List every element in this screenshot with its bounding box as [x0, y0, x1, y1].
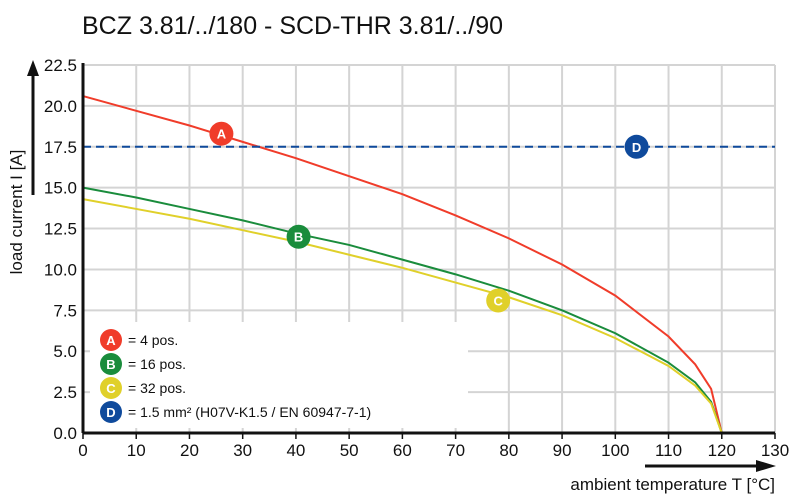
x-tick-label: 50	[340, 441, 359, 460]
x-tick-label: 120	[708, 441, 736, 460]
legend-badge-D	[100, 401, 122, 423]
x-tick-label: 0	[78, 441, 87, 460]
axes	[27, 60, 776, 472]
series-lines	[82, 95, 775, 434]
marker-B	[286, 224, 311, 249]
marker-D	[624, 134, 649, 159]
series-line-A	[82, 95, 723, 434]
x-tick-label: 70	[446, 441, 465, 460]
x-tick-label: 110	[655, 441, 682, 460]
legend-badge-B	[100, 353, 122, 375]
series-line-C	[82, 198, 723, 434]
y-tick-label: 2.5	[53, 383, 77, 402]
x-tick-label: 10	[127, 441, 146, 460]
legend-entry-D: = 1.5 mm² (H07V-K1.5 / EN 60947-7-1)	[128, 404, 371, 420]
y-tick-label: 15.0	[44, 179, 77, 198]
x-tick-label: 100	[601, 441, 629, 460]
x-arrowhead	[756, 460, 776, 472]
series-line-B	[82, 186, 723, 434]
y-axis-label: load current I [A]	[7, 150, 26, 275]
x-axis-label: ambient temperature T [°C]	[570, 475, 775, 494]
y-tick-label: 22.5	[44, 56, 77, 75]
marker-label-D: D	[632, 140, 641, 155]
y-tick-label: 7.5	[53, 301, 77, 320]
y-tick-label: 10.0	[44, 260, 77, 279]
legend-background	[90, 322, 468, 428]
marker-A	[209, 121, 234, 146]
legend-badge-label-C: C	[106, 381, 116, 396]
x-tick-label: 90	[553, 441, 572, 460]
y-tick-label: 5.0	[53, 342, 77, 361]
legend-badge-label-B: B	[106, 357, 115, 372]
marker-label-C: C	[494, 294, 504, 309]
chart-title: BCZ 3.81/../180 - SCD-THR 3.81/../90	[82, 12, 503, 40]
x-tick-label: 80	[499, 441, 518, 460]
legend-badge-A	[100, 329, 122, 351]
x-tick-label: 30	[233, 441, 252, 460]
x-tick-label: 60	[393, 441, 412, 460]
x-tick-label: 40	[286, 441, 305, 460]
y-arrowhead	[27, 60, 39, 76]
marker-C	[486, 288, 511, 313]
x-tick-label: 130	[761, 441, 789, 460]
legend-badge-label-D: D	[106, 405, 115, 420]
legend-entry-B: = 16 pos.	[128, 356, 186, 372]
marker-label-A: A	[217, 127, 227, 142]
y-tick-label: 12.5	[44, 220, 77, 239]
legend-entry-C: = 32 pos.	[128, 380, 186, 396]
legend-badge-label-A: A	[106, 333, 116, 348]
y-tick-label: 20.0	[44, 97, 77, 116]
tick-labels: 0 10 20 30 40 50 60 70 80 90 100 110 120 130 0.0 2.5 5.0…	[44, 56, 789, 460]
legend-badge-C	[100, 377, 122, 399]
y-tick-label: 17.5	[44, 138, 77, 157]
legend-entry-A: = 4 pos.	[128, 332, 178, 348]
x-tick-label: 20	[180, 441, 199, 460]
y-tick-label: 0.0	[53, 424, 77, 443]
legend: A = 4 pos. B = 16 pos. C = 32 pos. D = 1.5 mm² …	[100, 329, 371, 423]
series-markers: A B C D	[209, 121, 649, 313]
marker-label-B: B	[294, 230, 303, 245]
